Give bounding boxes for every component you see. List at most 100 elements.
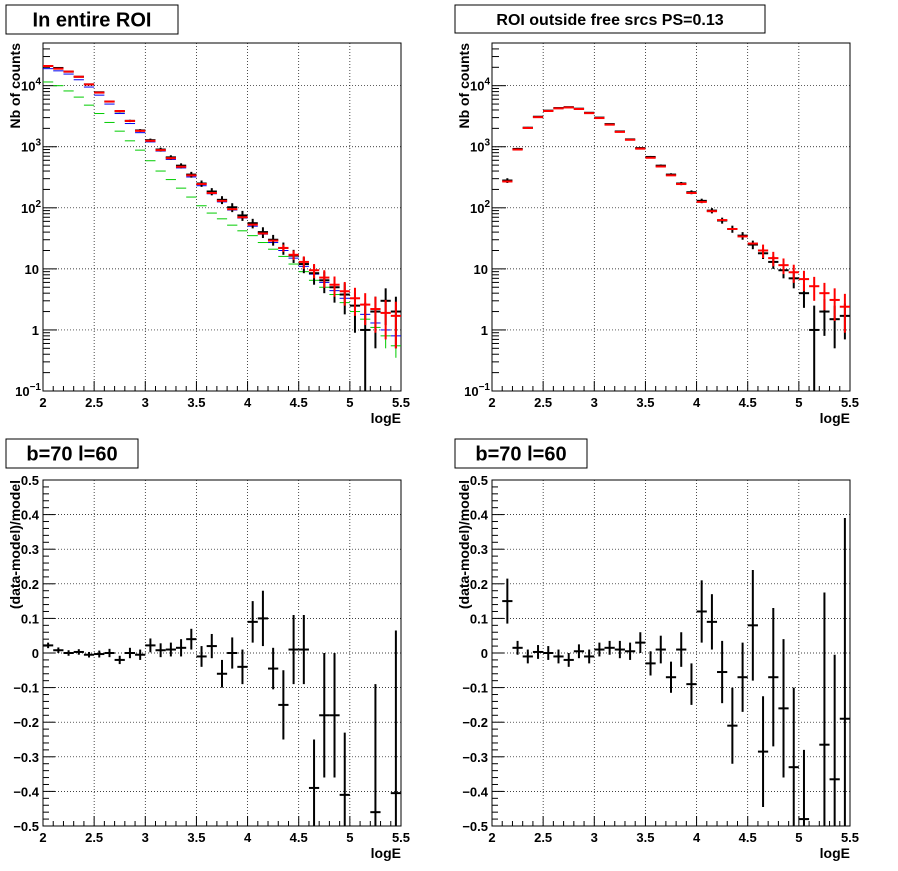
data-point (829, 654, 840, 826)
data-point (573, 644, 585, 659)
chart-title: ROI outside free srcs PS=0.13 (496, 12, 723, 29)
data-point (53, 647, 64, 653)
x-tick-label: 3.5 (187, 830, 205, 845)
y-tick-exponent: 2 (35, 199, 41, 210)
data-point (532, 645, 544, 659)
y-tick-label: 0.3 (470, 542, 488, 557)
data-point (624, 642, 636, 660)
y-tick-label: −0.3 (462, 750, 488, 765)
y-tick-label: 0.5 (470, 473, 488, 488)
y-tick-label: −0.1 (462, 681, 488, 696)
data-point (94, 650, 105, 658)
data-point (788, 687, 799, 826)
y-tick-label: 0.4 (470, 508, 489, 523)
data-point (390, 301, 401, 349)
x-tick-label: 2 (488, 830, 495, 845)
x-tick-label: 2 (39, 395, 46, 410)
data-point (809, 305, 820, 391)
data-point (727, 687, 738, 764)
y-tick-label: 104 (21, 77, 41, 94)
data-point (227, 203, 238, 213)
x-tick-label: 2 (39, 830, 46, 845)
x-tick-label: 5 (795, 830, 802, 845)
y-tick-label: 1 (32, 323, 39, 338)
chart-panel-3: 2 2.5 3 3.5 4 4.5 5 5.5 −0.5 −0.4 −0.3 −0.2 −0.1 0 0.1… (7, 473, 410, 861)
chart-title-box (5, 4, 179, 35)
data-point (308, 739, 320, 826)
data-point (543, 646, 554, 660)
data-point (257, 590, 269, 647)
chart-panel-4: 2 2.5 3 3.5 4 4.5 5 5.5 −0.5 −0.4 −0.3 −0.2 −0.1 0 0.1… (456, 473, 859, 861)
chart-title-box (454, 4, 766, 34)
data-point (298, 256, 309, 269)
data-point (339, 281, 350, 306)
data-point (819, 282, 830, 311)
x-tick-label: 4 (693, 395, 701, 410)
data-point (553, 649, 564, 664)
y-tick-label: 10 (25, 262, 39, 277)
data-point (196, 646, 207, 667)
y-tick-exponent: 4 (35, 77, 41, 88)
data-point (237, 649, 248, 685)
x-tick-label: 2.5 (85, 830, 103, 845)
y-tick-exponent: 2 (484, 199, 490, 210)
x-tick-label: 2.5 (534, 830, 552, 845)
data-point (768, 251, 779, 267)
x-tick-label: 4.5 (290, 395, 308, 410)
y-axis-label: Nb of counts (7, 43, 23, 129)
data-point (584, 649, 595, 664)
data-point (319, 270, 330, 288)
data-point (819, 592, 830, 826)
series-1 (502, 106, 850, 391)
x-tick-label: 4.5 (739, 395, 757, 410)
data-point (686, 663, 697, 705)
y-tick-label: −0.5 (13, 819, 39, 834)
y-tick-label: −0.2 (13, 715, 39, 730)
data-point (206, 633, 217, 659)
y-tick-label: −0.4 (462, 784, 488, 799)
data-point (809, 276, 820, 301)
y-tick-label: 10−1 (15, 382, 41, 399)
series-2 (43, 68, 401, 349)
x-tick-label: 3.5 (636, 395, 654, 410)
y-tick-base: 10 (470, 140, 484, 155)
y-tick-label: 10−1 (464, 382, 490, 399)
x-tick-label: 4.5 (739, 830, 757, 845)
data-point (63, 650, 74, 656)
data-point (278, 670, 289, 740)
x-tick-label: 4 (244, 830, 252, 845)
x-tick-label: 3.5 (187, 395, 205, 410)
y-tick-exponent: −1 (479, 382, 491, 393)
y-tick-label: 10 (474, 262, 488, 277)
y-tick-base: 10 (15, 384, 29, 399)
data-point (563, 653, 574, 667)
data-point (676, 632, 687, 667)
data-point (522, 649, 533, 664)
y-tick-base: 10 (21, 201, 35, 216)
data-point (216, 659, 228, 688)
y-tick-label: −0.5 (462, 819, 488, 834)
y-tick-label: 0.1 (21, 611, 39, 626)
y-tick-label: 104 (470, 77, 490, 94)
y-tick-label: 102 (470, 199, 490, 216)
data-point (298, 614, 309, 685)
plot-frame (42, 479, 402, 827)
data-point (329, 653, 340, 778)
data-point (665, 661, 677, 693)
data-point (308, 264, 320, 279)
data-point (717, 640, 728, 704)
data-point (319, 653, 330, 778)
data-point (635, 632, 646, 653)
data-point (614, 640, 625, 659)
data-point (349, 287, 361, 316)
y-tick-exponent: 4 (484, 77, 490, 88)
data-point (247, 601, 258, 643)
series-1 (43, 81, 401, 358)
data-point (768, 608, 779, 747)
y-tick-base: 10 (470, 201, 484, 216)
data-point (604, 640, 615, 655)
y-tick-label: 0.2 (470, 577, 488, 592)
x-tick-label: 5 (346, 830, 353, 845)
